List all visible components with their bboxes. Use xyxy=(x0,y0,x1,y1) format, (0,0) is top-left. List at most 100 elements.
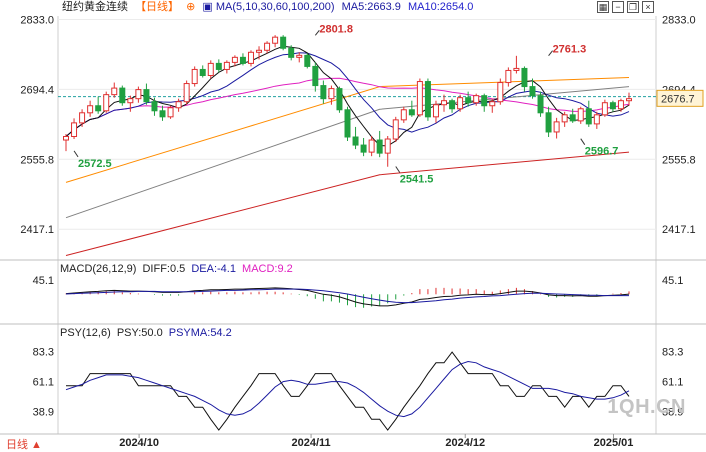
macd-value: MACD:9.2 xyxy=(242,263,293,275)
price-annotation: 2761.3 xyxy=(553,44,587,56)
period-label[interactable]: 【日线】 xyxy=(135,1,180,13)
candle-body xyxy=(441,100,448,106)
candle-body xyxy=(79,112,86,124)
candle-body xyxy=(312,65,319,87)
candle-body xyxy=(256,49,263,53)
candle-body xyxy=(626,98,632,102)
watermark: 1QH.CN xyxy=(607,396,686,418)
psy-y-tick-right: 83.3 xyxy=(662,347,683,359)
price-y-tick-right: 2833.0 xyxy=(662,15,696,27)
candle-body xyxy=(151,101,158,112)
candle-body xyxy=(143,89,150,103)
candle-body xyxy=(199,68,206,76)
candle-body xyxy=(175,101,182,109)
candle-body xyxy=(304,54,311,67)
candle-body xyxy=(513,67,520,71)
psyma-value: PSYMA:54.2 xyxy=(168,327,232,339)
chart-icon[interactable]: ▦ xyxy=(597,1,609,13)
psy-line xyxy=(66,351,630,431)
minus-icon[interactable]: − xyxy=(612,1,624,13)
window-controls: ▦ − ❐ × xyxy=(597,1,654,13)
candle-body xyxy=(288,47,295,58)
candle-body xyxy=(247,51,254,64)
price-annotation: 2572.5 xyxy=(78,158,112,170)
candle-body xyxy=(71,122,78,137)
candle-body xyxy=(497,82,504,103)
ma10-value: MA10:2654.0 xyxy=(407,1,474,13)
candle-body xyxy=(609,102,616,110)
annotation-pointer xyxy=(395,166,401,173)
symbol-title: 纽约黄金连续 xyxy=(62,1,128,13)
restore-icon[interactable]: ❐ xyxy=(627,1,639,13)
candle-body xyxy=(457,97,464,110)
price-y-tick: 2555.8 xyxy=(20,154,54,166)
candle-body xyxy=(191,68,198,85)
candle-body xyxy=(408,109,415,116)
candle-body xyxy=(505,69,512,84)
candle-body xyxy=(384,138,391,154)
psy-label[interactable]: PSY(12,6) xyxy=(60,327,111,339)
candle-body xyxy=(585,108,592,125)
close-icon[interactable]: × xyxy=(642,1,654,13)
ma-label[interactable]: MA(5,10,30,60,100,200) xyxy=(215,1,335,13)
date-label: 2024/12 xyxy=(445,437,485,449)
candle-body xyxy=(601,102,608,116)
macd-y-tick-right: 45.1 xyxy=(662,275,683,287)
candle-body xyxy=(569,114,576,122)
ma30-line xyxy=(65,77,630,137)
candle-body xyxy=(103,94,110,112)
candle-body xyxy=(111,87,118,96)
ma5-line xyxy=(65,45,630,147)
candle-body xyxy=(400,109,407,121)
psy-y-tick-right: 38.9 xyxy=(662,406,683,418)
add-indicator-icon[interactable]: ⊕ xyxy=(186,1,196,13)
psy-y-tick-right: 61.1 xyxy=(662,377,683,389)
candle-body xyxy=(264,42,271,51)
psy-y-tick: 61.1 xyxy=(33,377,54,389)
ma-indicator-icon: ▣ xyxy=(202,1,213,13)
footer-period-tab[interactable]: 日线 ▲ xyxy=(6,439,42,451)
psy-header: PSY(12,6) PSY:50.0 PSYMA:54.2 xyxy=(60,326,235,340)
price-y-tick: 2694.4 xyxy=(20,84,54,96)
date-label: 2024/11 xyxy=(291,437,330,449)
ma200-line xyxy=(65,151,630,256)
price-annotation: 2541.5 xyxy=(400,173,434,185)
candle-body xyxy=(239,56,246,64)
candle-body xyxy=(296,54,303,58)
candle-body xyxy=(424,81,431,118)
candle-body xyxy=(352,136,359,146)
candle-body xyxy=(465,97,472,104)
candle-body xyxy=(336,88,343,111)
price-y-tick: 2417.1 xyxy=(20,224,54,236)
price-annotation: 2596.7 xyxy=(585,146,619,158)
candle-body xyxy=(449,100,456,110)
candle-body xyxy=(223,61,230,70)
macd-diff-line xyxy=(65,287,630,307)
candle-body xyxy=(167,107,174,118)
candle-body xyxy=(159,110,166,118)
candle-body xyxy=(127,98,134,104)
macd-label[interactable]: MACD(26,12,9) xyxy=(60,263,137,275)
candle-body xyxy=(119,87,126,104)
candle-body xyxy=(63,135,69,141)
candle-body xyxy=(432,104,439,118)
price-y-tick-right: 2417.1 xyxy=(662,224,696,236)
candle-body xyxy=(272,36,279,44)
candle-body xyxy=(577,108,584,122)
macd-diff-value: DIFF:0.5 xyxy=(142,263,186,275)
annotation-pointer xyxy=(73,150,79,158)
candle-body xyxy=(553,121,560,133)
annotation-pointer xyxy=(548,50,553,56)
candle-body xyxy=(135,89,142,100)
candle-body xyxy=(617,100,624,110)
annotation-pointer xyxy=(580,138,586,145)
macd-y-tick: 45.1 xyxy=(33,275,54,287)
candle-body xyxy=(360,144,367,153)
candle-body xyxy=(392,119,399,140)
candle-body xyxy=(416,81,423,116)
candle-body xyxy=(207,62,214,76)
price-y-tick-right: 2555.8 xyxy=(662,154,696,166)
candle-body xyxy=(87,105,94,114)
